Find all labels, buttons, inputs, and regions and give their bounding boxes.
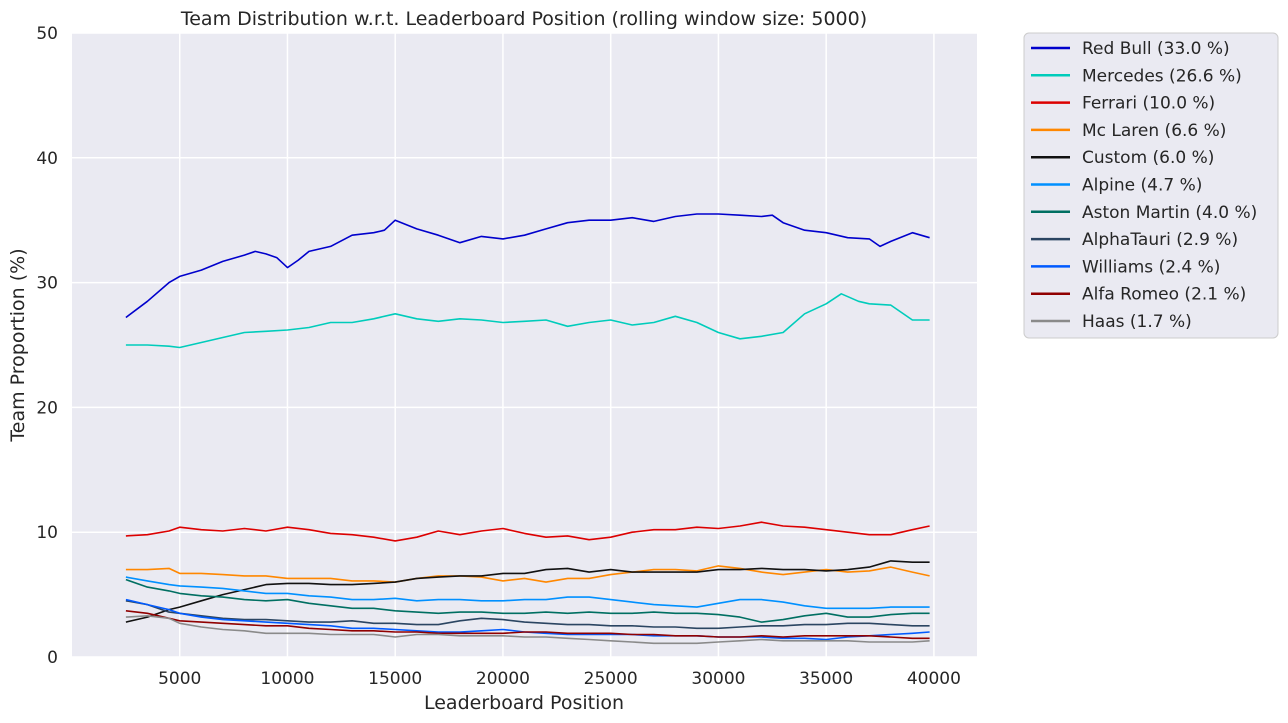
x-tick-label: 5000 — [158, 669, 201, 689]
series-line — [125, 614, 930, 645]
legend-label: Ferrari (10.0 %) — [1082, 94, 1215, 114]
series-layer — [125, 213, 930, 645]
legend-label: Williams (2.4 %) — [1082, 257, 1220, 277]
x-tick-label: 15000 — [368, 669, 422, 689]
x-tick-label: 20000 — [476, 669, 530, 689]
series-line — [125, 292, 930, 349]
x-axis-label: Leaderboard Position — [424, 692, 624, 714]
series-line — [125, 576, 930, 610]
legend-label: AlphaTauri (2.9 %) — [1082, 230, 1238, 250]
x-tick-labels: 5000 10000 15000 20000 25000 30000 35000 40000 — [158, 669, 961, 689]
x-tick-label: 40000 — [907, 669, 961, 689]
x-tick-label: 10000 — [260, 669, 314, 689]
series-line — [125, 213, 930, 319]
y-tick-label: 20 — [36, 398, 58, 418]
y-tick-labels: 0 10 20 30 40 50 — [36, 24, 58, 668]
y-tick-label: 30 — [36, 274, 58, 294]
legend-label: Alpine (4.7 %) — [1082, 176, 1202, 196]
x-tick-label: 35000 — [799, 669, 853, 689]
series-line — [125, 560, 930, 623]
x-tick-label: 25000 — [584, 669, 638, 689]
legend-label: Haas (1.7 %) — [1082, 312, 1192, 332]
legend-label: Mercedes (26.6 %) — [1082, 66, 1242, 86]
legend-label: Custom (6.0 %) — [1082, 148, 1214, 168]
series-line — [125, 565, 930, 583]
series-line — [125, 600, 930, 630]
legend-label: Aston Martin (4.0 %) — [1082, 203, 1257, 223]
x-tick-label: 30000 — [691, 669, 745, 689]
grid-lines — [72, 32, 977, 658]
plot-background — [72, 33, 977, 657]
legend-label: Alfa Romeo (2.1 %) — [1082, 285, 1246, 305]
y-tick-label: 10 — [36, 523, 58, 543]
series-line — [125, 578, 930, 623]
series-line — [125, 521, 930, 542]
legend-label: Red Bull (33.0 %) — [1082, 39, 1230, 59]
legend: Red Bull (33.0 %) Mercedes (26.6 %) Ferrar… — [1023, 32, 1279, 339]
y-axis-label: Team Proportion (%) — [7, 248, 29, 442]
legend-frame — [1023, 32, 1279, 339]
series-line — [125, 610, 930, 640]
legend-items: Red Bull (33.0 %) Mercedes (26.6 %) Ferrar… — [1031, 39, 1257, 332]
chart-title: Team Distribution w.r.t. Leaderboard Pos… — [180, 8, 867, 30]
y-tick-label: 50 — [36, 24, 58, 44]
y-tick-label: 40 — [36, 149, 58, 169]
legend-label: Mc Laren (6.6 %) — [1082, 121, 1226, 141]
y-tick-label: 0 — [47, 648, 58, 668]
